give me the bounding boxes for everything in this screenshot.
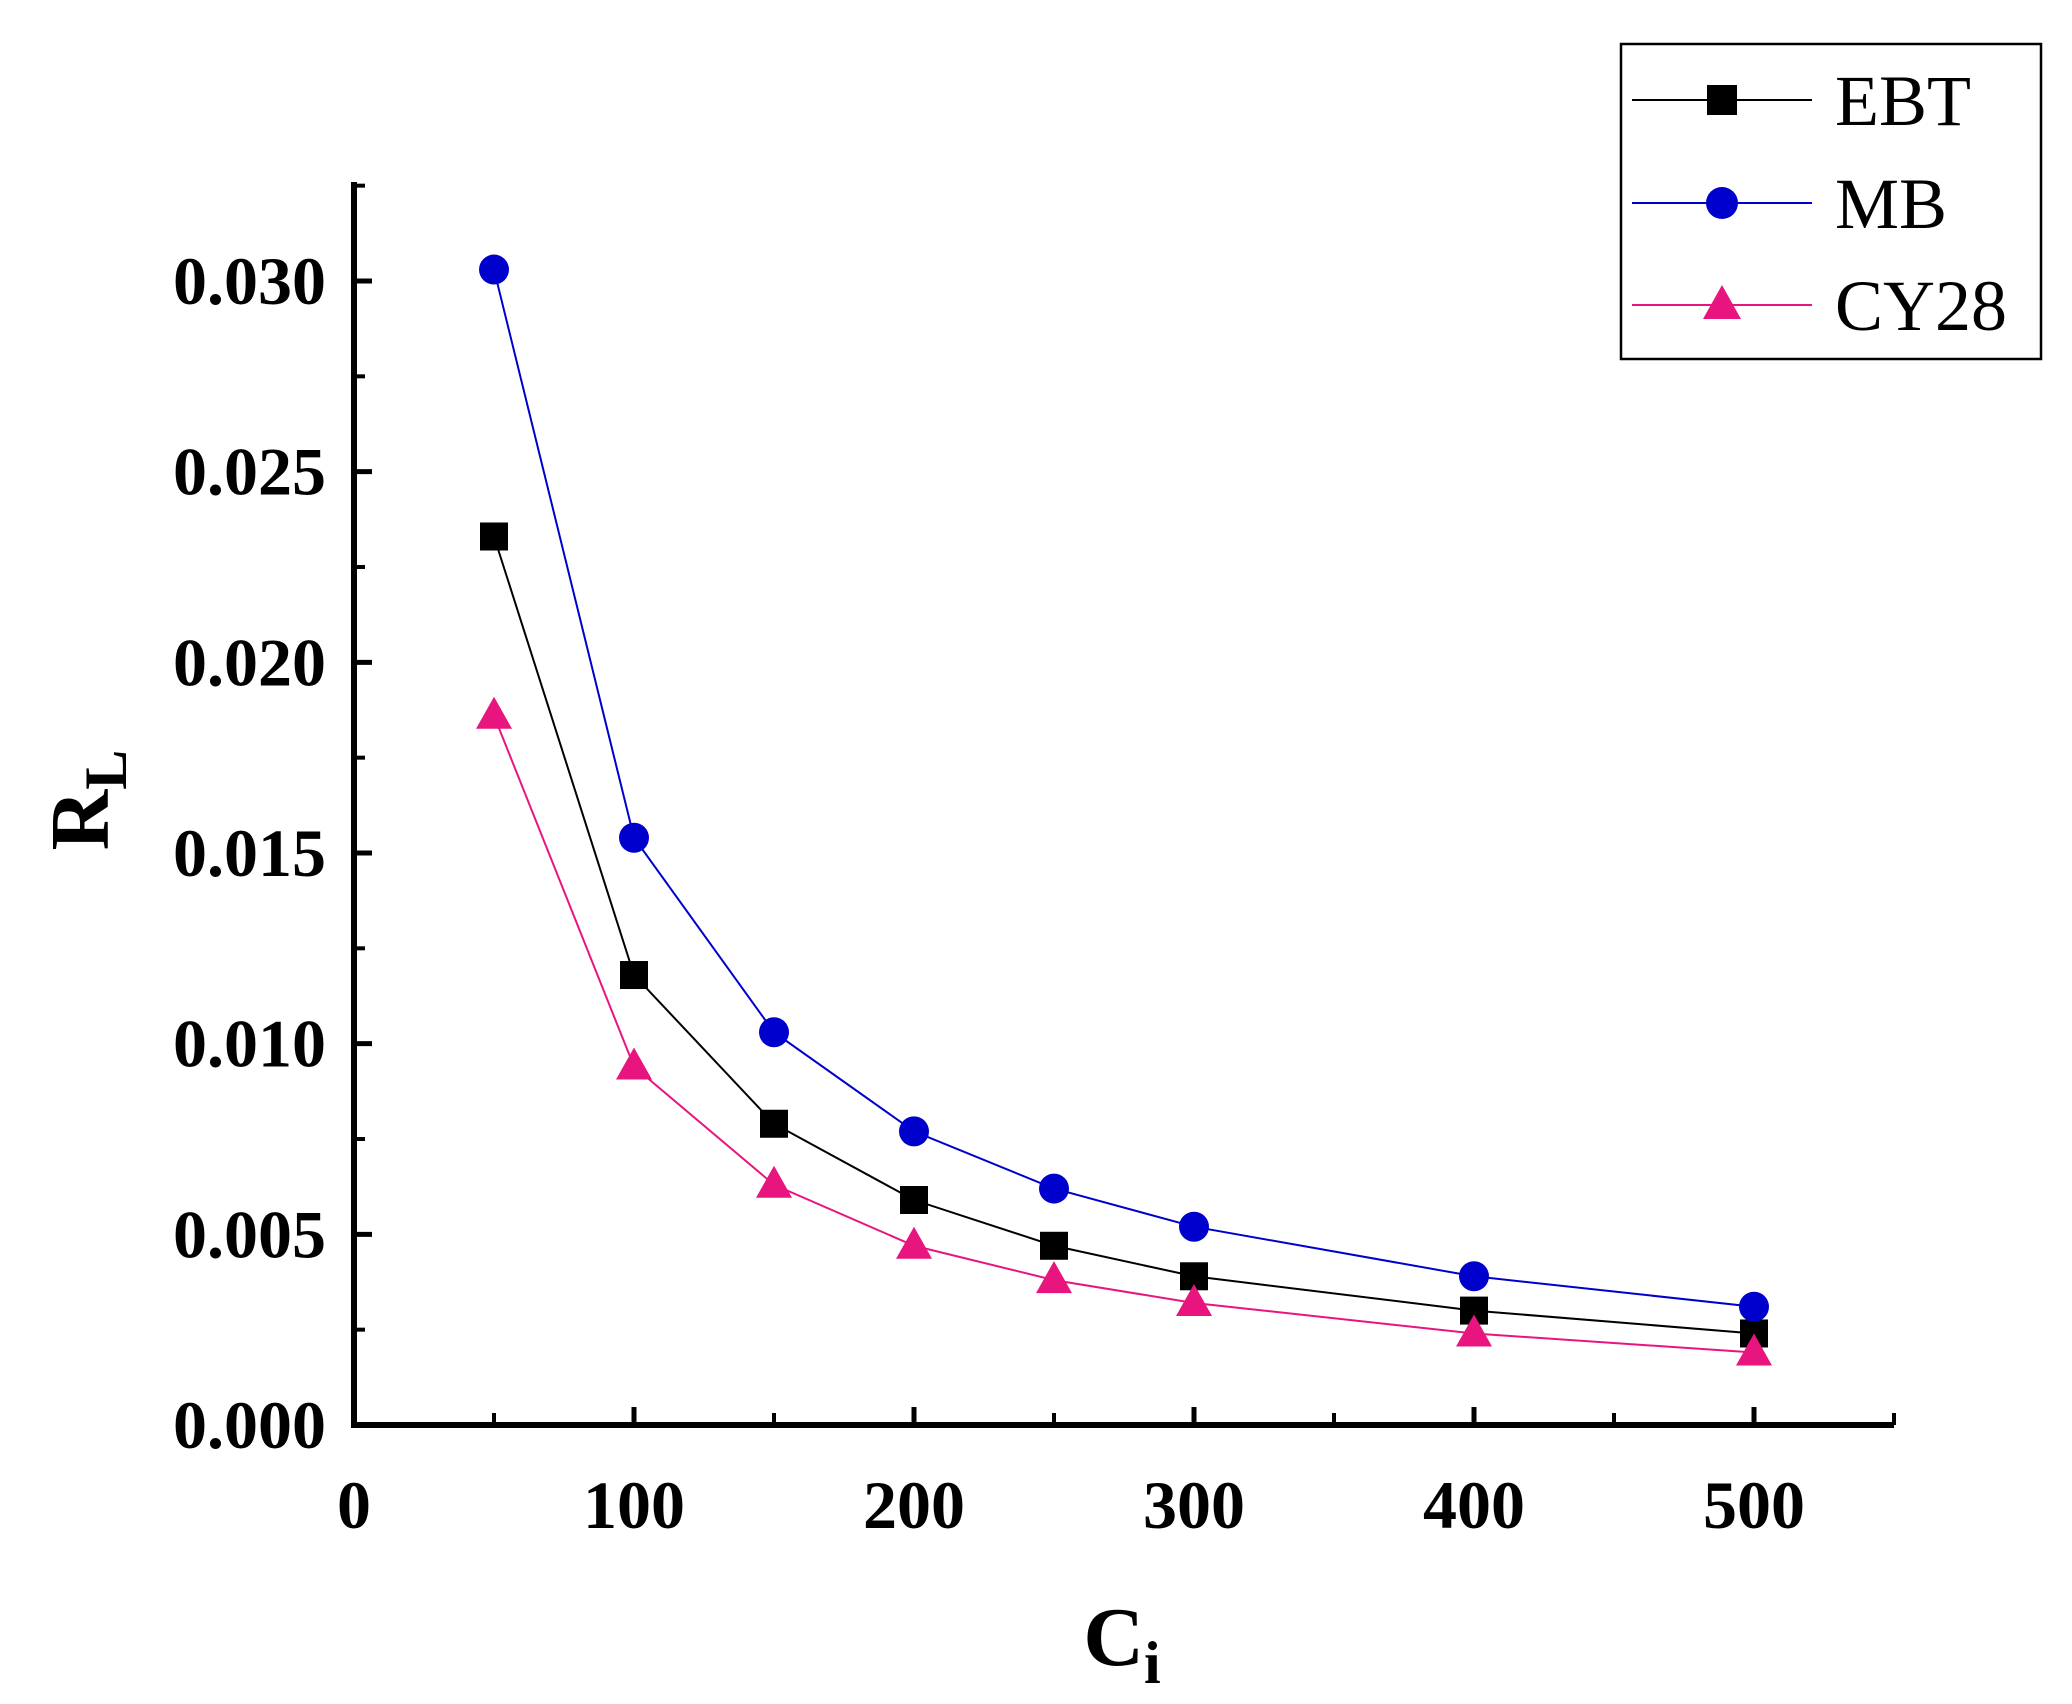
y-tick-label-1: 0.005 bbox=[173, 1196, 326, 1272]
x-tick-label-1: 100 bbox=[583, 1467, 685, 1543]
data-point-mb-4 bbox=[1039, 1173, 1069, 1204]
y-tick-label-2: 0.010 bbox=[173, 1006, 326, 1082]
x-axis-title-sub: i bbox=[1144, 1630, 1161, 1696]
legend-entry-cy28: CY28 bbox=[1632, 266, 2007, 346]
series-cy28 bbox=[476, 696, 1772, 1366]
legend-label-ebt: EBT bbox=[1835, 61, 1971, 141]
x-tick-label-3: 300 bbox=[1143, 1467, 1245, 1543]
y-tick-label-6: 0.030 bbox=[173, 243, 326, 319]
data-point-mb-0 bbox=[479, 254, 509, 285]
y-axis-title-main: R bbox=[34, 788, 127, 850]
data-point-ebt-2 bbox=[760, 1109, 788, 1138]
y-tick-label-3: 0.015 bbox=[173, 815, 326, 891]
data-point-mb-7 bbox=[1739, 1291, 1769, 1322]
data-point-mb-6 bbox=[1459, 1261, 1489, 1292]
x-axis-title: Ci bbox=[1083, 1591, 1160, 1696]
y-tick-label-0: 0.000 bbox=[173, 1387, 326, 1463]
y-tick-label-4: 0.020 bbox=[173, 624, 326, 700]
data-point-cy28-0 bbox=[476, 696, 512, 729]
series-line-mb bbox=[493, 269, 1755, 1308]
data-point-cy28-2 bbox=[756, 1165, 792, 1198]
data-point-mb-5 bbox=[1179, 1211, 1209, 1242]
x-tick-label-0: 0 bbox=[337, 1467, 371, 1543]
legend-label-mb: MB bbox=[1835, 164, 1947, 244]
legend-marker-cy28 bbox=[1703, 285, 1741, 319]
data-point-cy28-5 bbox=[1176, 1283, 1212, 1316]
series-line-cy28 bbox=[493, 715, 1755, 1354]
x-tick-label-4: 400 bbox=[1423, 1467, 1525, 1543]
data-point-cy28-1 bbox=[616, 1047, 652, 1080]
data-point-mb-3 bbox=[899, 1116, 929, 1147]
data-point-cy28-4 bbox=[1036, 1261, 1072, 1294]
data-point-cy28-6 bbox=[1456, 1314, 1492, 1347]
data-point-mb-1 bbox=[619, 822, 649, 853]
x-tick-label-2: 200 bbox=[863, 1467, 965, 1543]
legend: EBT MB CY28 bbox=[1619, 42, 2043, 361]
data-point-cy28-3 bbox=[896, 1226, 932, 1259]
legend-entry-ebt: EBT bbox=[1632, 61, 1971, 141]
legend-entry-mb: MB bbox=[1632, 164, 1947, 244]
x-tick-label-5: 500 bbox=[1703, 1467, 1805, 1543]
legend-label-cy28: CY28 bbox=[1835, 266, 2007, 346]
axes bbox=[351, 182, 1894, 1428]
data-point-ebt-0 bbox=[480, 522, 508, 551]
data-point-ebt-4 bbox=[1040, 1231, 1068, 1260]
data-point-ebt-1 bbox=[620, 961, 648, 990]
y-axis-title: RL bbox=[34, 750, 139, 851]
series-mb bbox=[479, 254, 1769, 1322]
legend-marker-mb bbox=[1706, 187, 1738, 219]
ticks: 0.000 0.005 0.010 0.015 0.020 0.025 0.030 0 100 2… bbox=[173, 183, 1896, 1543]
legend-box bbox=[1619, 42, 2043, 361]
y-axis-title-sub: L bbox=[73, 750, 139, 790]
legend-marker-ebt bbox=[1707, 85, 1737, 115]
data-point-mb-2 bbox=[759, 1017, 789, 1048]
data-point-ebt-3 bbox=[900, 1186, 928, 1215]
y-tick-label-5: 0.025 bbox=[173, 434, 326, 510]
series-layer bbox=[476, 254, 1772, 1366]
series-line-ebt bbox=[493, 536, 1755, 1335]
data-point-cy28-7 bbox=[1736, 1333, 1772, 1366]
series-ebt bbox=[480, 522, 1768, 1348]
x-axis-title-main: C bbox=[1083, 1591, 1144, 1684]
